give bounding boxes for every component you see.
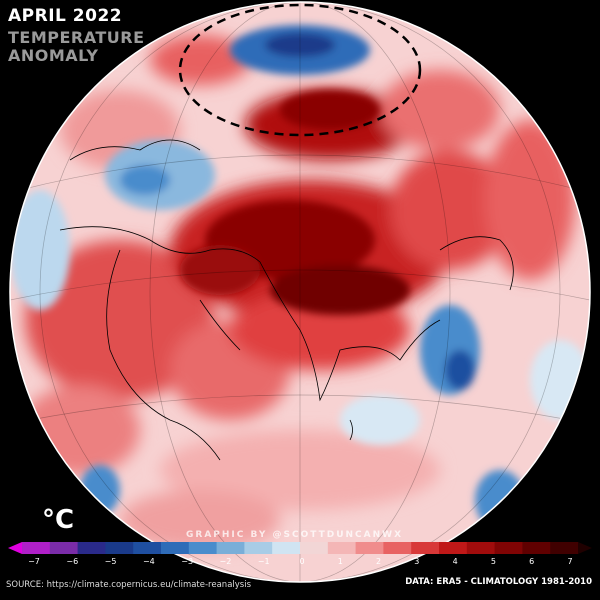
color-scale-ticks: −7 −6 −5 −4 −3 −2 −1 0 1 2 3 4 5 6 7 [0,557,600,569]
source-note: SOURCE: https://climate.copernicus.eu/cl… [6,580,252,590]
colorbar-segment [466,542,496,554]
arctic-circle-line [178,3,422,137]
colorbar-tick-label: 2 [376,557,382,566]
map-title: APRIL 2022 [8,6,123,26]
colorbar-segment [300,542,329,554]
colorbar-tick-label: −1 [257,557,270,566]
colorbar-segment [383,542,412,554]
data-note: DATA: ERA5 - CLIMATOLOGY 1981-2010 [405,577,592,587]
coastlines [59,139,514,461]
colorbar-segment [77,542,106,554]
globe-outline [9,1,591,583]
colorbar-tick-label: −3 [181,557,194,566]
colorbar-tick-label: 0 [299,557,305,566]
colorbar-segment [133,542,162,554]
colorbar-tick-label: 1 [337,557,343,566]
colorbar-tick-label: −4 [142,557,155,566]
colorbar-segment [522,542,551,554]
colorbar-tick-label: −5 [104,557,117,566]
colorbar-segment [327,542,357,554]
graticule [10,2,590,582]
colorbar-tick-label: −2 [219,557,232,566]
colorbar-low-end [8,542,22,554]
colorbar-tick-label: −7 [28,557,40,566]
color-scale-bar [8,542,592,554]
colorbar-segment [494,542,523,554]
colorbar-high-end [578,542,592,554]
graphic-credit: GRAPHIC BY @SCOTTDUNCANWX [186,530,404,540]
colorbar-tick-label: 6 [529,557,535,566]
colorbar-segment [355,542,384,554]
colorbar-tick-label: 5 [490,557,496,566]
colorbar-segment [188,542,218,554]
colorbar-segment [411,542,440,554]
subtitle-line-1: TEMPERATURE [8,28,145,47]
colorbar-tick-label: 3 [414,557,420,566]
colorbar-tick-label: −6 [66,557,79,566]
colorbar-segment [161,542,190,554]
strong-warm-core [180,90,410,315]
colorbar-segment [105,542,134,554]
map-subtitle: TEMPERATURE ANOMALY [8,29,145,65]
colorbar-segment [244,542,273,554]
colorbar-segment [216,542,245,554]
colorbar-tick-label: 7 [567,557,573,566]
colorbar-segment [22,542,51,554]
colorbar-segment [550,542,579,554]
colorbar-segment [272,542,301,554]
warm-anomaly-areas [20,35,575,550]
unit-label: °C [42,505,75,535]
colorbar-segment [439,542,468,554]
subtitle-line-2: ANOMALY [8,46,99,65]
colorbar-segment [49,542,79,554]
colorbar-tick-label: 4 [452,557,458,566]
